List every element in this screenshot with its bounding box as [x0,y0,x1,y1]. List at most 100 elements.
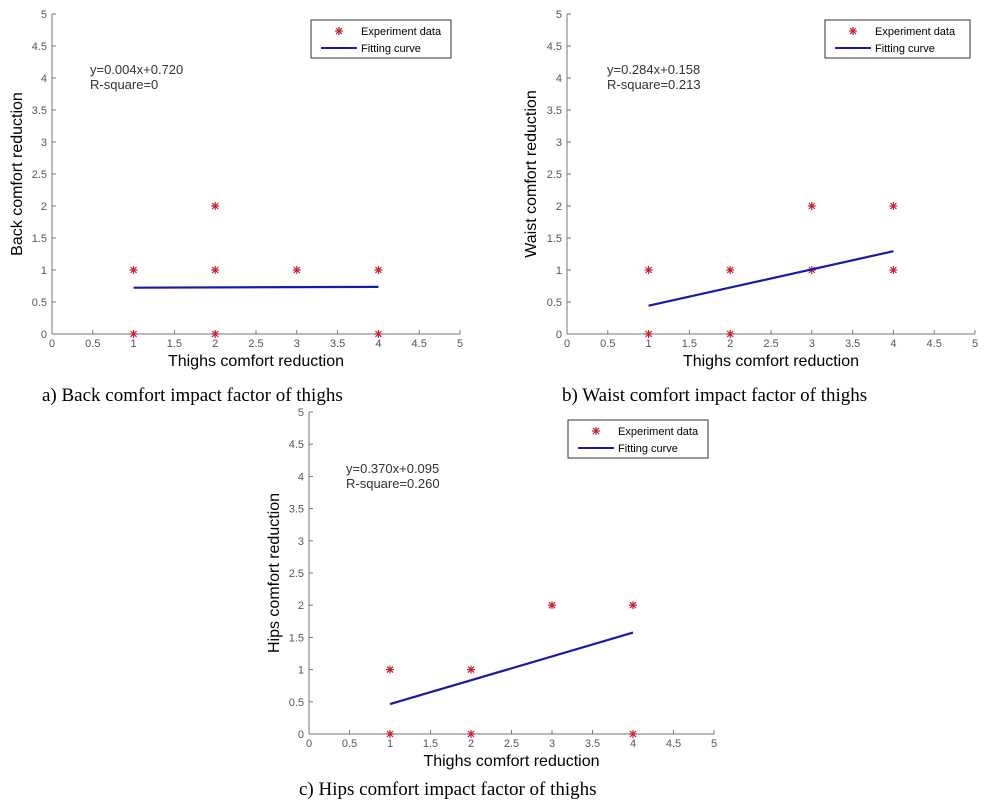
y-tick-label: 1 [556,265,562,277]
x-tick-label: 3 [549,738,555,750]
figure-caption: c) Hips comfort impact factor of thighs [299,779,597,800]
marker-stroke [130,330,138,338]
x-tick-label: 3.5 [845,338,860,350]
x-tick-label: 2.5 [763,338,778,350]
fitting-curve-line [389,631,634,706]
x-tick-label: 5 [457,338,463,350]
legend-marker-icon [335,27,343,35]
y-tick-label: 4 [556,73,562,85]
x-tick-label: 0 [306,738,312,750]
y-tick-label: 1.5 [289,632,304,644]
marker-stroke [645,266,653,274]
y-tick-label: 4 [41,73,47,85]
x-tick-label: 3 [809,338,815,350]
legend-label: Experiment data [361,26,442,38]
x-tick-label: 5 [711,738,717,750]
marker-stroke [374,266,382,274]
marker-stroke [211,266,219,274]
marker-stroke [293,266,301,274]
x-tick-label: 2.5 [504,738,519,750]
x-tick-label: 0 [564,338,570,350]
legend: Experiment data Fitting curve [567,419,709,459]
x-axis-label: Thighs comfort reduction [168,353,344,370]
x-tick-label: 0.5 [85,338,100,350]
marker-stroke [629,730,637,738]
marker-stroke [374,330,382,338]
y-tick-label: 0 [41,329,47,341]
data-point [129,330,138,338]
x-tick-label: 4.5 [666,738,681,750]
data-point [629,730,637,738]
x-tick-label: 4 [890,338,896,350]
data-point [292,266,301,274]
y-tick-label: 0.5 [547,297,562,309]
y-tick-label: 5 [41,9,47,21]
y-axis-label: Hips comfort reduction [266,493,283,653]
marker-stroke [548,601,556,609]
y-tick-label: 5 [298,407,304,419]
marker-stroke [467,666,475,674]
legend-label: Experiment data [618,426,699,438]
data-point [129,266,138,274]
y-tick-label: 0.5 [32,297,47,309]
x-tick-label: 4 [630,738,636,750]
x-tick-label: 3 [294,338,300,350]
x-tick-label: 1 [387,738,393,750]
panel-a: 0 0.5 1 1.5 2 2.5 3 3.5 4 4.5 5 0 0.5 1 1.5 2 2.5 3 3.5 4 4.… [9,9,463,406]
y-tick-label: 2 [556,201,562,213]
y-tick-label: 1.5 [32,233,47,245]
y-tick-label: 3.5 [32,105,47,117]
x-tick-label: 4.5 [927,338,942,350]
marker-stroke [211,330,219,338]
marker-stroke [592,427,600,435]
x-axis-label: Thighs comfort reduction [683,353,859,370]
fit-annotation: y=0.370x+0.095 [346,461,439,476]
marker-stroke [335,27,343,35]
marker-stroke [808,202,816,210]
x-axis-label: Thighs comfort reduction [423,753,599,770]
marker-stroke [889,266,897,274]
data-point [629,601,637,610]
y-tick-label: 3 [41,137,47,149]
legend-label: Fitting curve [618,443,678,455]
data-point [644,266,653,274]
marker-stroke [386,666,394,674]
marker-stroke [726,330,734,338]
legend-box [824,19,971,59]
marker-stroke [726,266,734,274]
x-tick-label: 1 [646,338,652,350]
y-axis-label: Back comfort reduction [9,92,26,256]
y-axis-label: Waist comfort reduction [523,90,540,257]
legend-label: Experiment data [875,26,956,38]
figure-caption: a) Back comfort impact factor of thighs [42,385,343,406]
x-tick-label: 2 [212,338,218,350]
y-tick-label: 4 [298,471,304,483]
x-tick-label: 0.5 [600,338,615,350]
data-point [467,730,475,738]
panel-c: 0 0.5 1 1.5 2 2.5 3 3.5 4 4.5 5 0 0.5 1 1.5 2 2.5 3 3.5 4 4.… [266,407,717,800]
x-tick-label: 1 [131,338,137,350]
marker-stroke [629,601,637,609]
x-tick-label: 5 [972,338,978,350]
marker-stroke [130,266,138,274]
data-point [211,266,220,274]
data-point [726,266,735,274]
data-point [889,266,898,274]
data-point [374,266,383,274]
y-tick-label: 3 [298,536,304,548]
marker-stroke [467,730,475,738]
x-tick-label: 4 [375,338,381,350]
panel-b: 0 0.5 1 1.5 2 2.5 3 3.5 4 4.5 5 0 0.5 1 1.5 2 2.5 3 3.5 4 4.… [523,9,978,406]
x-tick-label: 4.5 [412,338,427,350]
x-tick-label: 2.5 [248,338,263,350]
fit-annotation: R-square=0.260 [346,476,440,491]
x-tick-label: 1.5 [682,338,697,350]
data-point [374,330,383,338]
marker-stroke [386,730,394,738]
y-tick-label: 1 [298,665,304,677]
legend-box [310,19,452,59]
marker-stroke [849,27,857,35]
x-tick-label: 1.5 [167,338,182,350]
legend-marker-icon [592,427,600,435]
marker-stroke [211,202,219,210]
